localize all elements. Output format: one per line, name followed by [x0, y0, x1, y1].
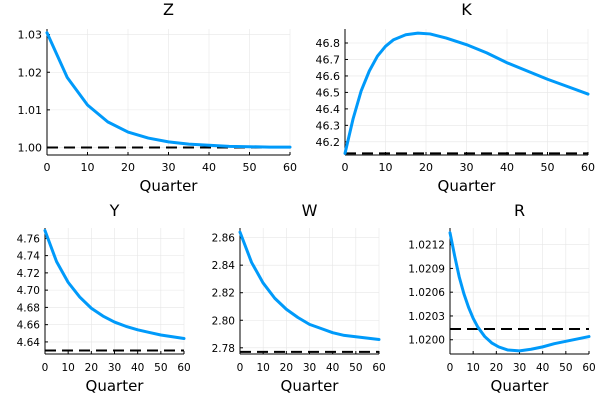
r-x-tick-label: 10 — [466, 362, 479, 374]
k-y-tick-label: 46.2 — [316, 136, 341, 149]
w-y-tick-label: 2.80 — [212, 315, 235, 327]
y-x-tick-label: 10 — [61, 362, 74, 374]
y-y-tick-label: 4.72 — [17, 268, 40, 280]
z-x-tick-label: 0 — [44, 161, 51, 174]
z-x-axis-label: Quarter — [140, 177, 199, 195]
w-x-tick-label: 30 — [303, 362, 316, 374]
y-y-tick-label: 4.76 — [17, 233, 41, 245]
panel-w: 0 10 20 30 40 50 60 2.78 2.80 2.82 2.84 2.86 W Quarte… — [212, 201, 386, 395]
w-x-tick-label: 60 — [372, 362, 385, 374]
z-series-line — [45, 31, 292, 149]
z-x-tick-label: 60 — [283, 161, 297, 174]
k-y-tick-label: 46.7 — [316, 53, 341, 66]
r-title: R — [514, 201, 525, 220]
k-y-tick-label: 46.6 — [316, 70, 341, 83]
y-y-tick-label: 4.74 — [17, 251, 41, 263]
y-x-tick-label: 0 — [42, 362, 49, 374]
w-y-tick-label: 2.78 — [212, 343, 235, 355]
y-x-tick-label: 60 — [177, 362, 190, 374]
w-series-line — [238, 230, 381, 342]
r-y-tick-label: 1.0200 — [408, 335, 445, 347]
k-x-tick-label: 60 — [581, 161, 595, 174]
w-x-tick-label: 50 — [349, 362, 362, 374]
w-y-tick-label: 2.86 — [212, 233, 236, 245]
w-title: W — [302, 201, 318, 220]
z-y-tick-label: 1.01 — [18, 104, 43, 117]
r-x-tick-label: 50 — [559, 362, 572, 374]
w-x-tick-label: 20 — [280, 362, 293, 374]
r-x-tick-label: 30 — [513, 362, 526, 374]
panel-y: 0 10 20 30 40 50 60 4.64 4.66 4.68 4.70 4.72 4.74 4.7… — [17, 201, 191, 395]
z-x-tick-label: 10 — [81, 161, 95, 174]
w-x-tick-label: 0 — [237, 362, 244, 374]
y-y-tick-label: 4.70 — [17, 285, 40, 297]
k-y-tick-label: 46.8 — [316, 37, 341, 50]
k-y-tick-label: 46.4 — [316, 103, 341, 116]
panel-z: 0 10 20 30 40 50 60 1.00 1.01 1.02 1.03 Z Quarter — [18, 0, 298, 195]
k-y-tick-label: 46.3 — [316, 119, 341, 132]
r-x-tick-label: 40 — [536, 362, 549, 374]
w-x-tick-label: 10 — [256, 362, 269, 374]
k-x-tick-label: 50 — [541, 161, 555, 174]
w-y-tick-label: 2.84 — [212, 260, 236, 272]
y-y-tick-label: 4.66 — [17, 320, 41, 332]
r-y-tick-label: 1.0206 — [408, 287, 445, 299]
k-x-axis-label: Quarter — [438, 177, 497, 195]
k-x-tick-label: 20 — [419, 161, 433, 174]
k-x-tick-label: 40 — [500, 161, 514, 174]
r-y-tick-label: 1.0209 — [408, 263, 445, 275]
y-x-tick-label: 50 — [154, 362, 167, 374]
panel-k: 0 10 20 30 40 50 60 46.2 46.3 46.4 46.5 46.6 46.7 46.… — [316, 0, 596, 195]
z-title: Z — [163, 0, 174, 19]
k-x-tick-label: 10 — [379, 161, 393, 174]
z-y-tick-label: 1.00 — [18, 141, 43, 154]
r-x-axis-label: Quarter — [491, 377, 550, 395]
z-x-tick-label: 30 — [162, 161, 176, 174]
y-x-tick-label: 40 — [131, 362, 144, 374]
z-y-tick-label: 1.03 — [18, 29, 43, 42]
z-x-tick-label: 50 — [243, 161, 257, 174]
z-x-tick-label: 40 — [202, 161, 216, 174]
r-y-tick-label: 1.0203 — [408, 311, 445, 323]
y-x-axis-label: Quarter — [86, 377, 145, 395]
r-series-line — [448, 231, 591, 353]
y-x-tick-label: 30 — [108, 362, 121, 374]
w-x-axis-label: Quarter — [281, 377, 340, 395]
y-x-tick-label: 20 — [85, 362, 98, 374]
panel-r: 0 10 20 30 40 50 60 1.0200 1.0203 1.0206 1.0209 1.0… — [408, 201, 595, 395]
y-series-line — [43, 229, 186, 340]
z-y-tick-label: 1.02 — [18, 66, 43, 79]
w-y-tick-label: 2.82 — [212, 288, 235, 300]
r-x-tick-label: 0 — [447, 362, 454, 374]
k-series-line — [343, 31, 590, 155]
y-title: Y — [109, 201, 120, 220]
y-y-tick-label: 4.64 — [17, 337, 41, 349]
k-title: K — [461, 0, 472, 19]
y-y-tick-label: 4.68 — [17, 302, 40, 314]
z-x-tick-label: 20 — [121, 161, 135, 174]
k-x-tick-label: 0 — [342, 161, 349, 174]
k-x-tick-label: 30 — [460, 161, 474, 174]
r-x-tick-label: 60 — [582, 362, 595, 374]
w-x-tick-label: 40 — [326, 362, 339, 374]
r-y-tick-label: 1.0212 — [408, 240, 445, 252]
r-x-tick-label: 20 — [490, 362, 503, 374]
k-y-tick-label: 46.5 — [316, 86, 341, 99]
